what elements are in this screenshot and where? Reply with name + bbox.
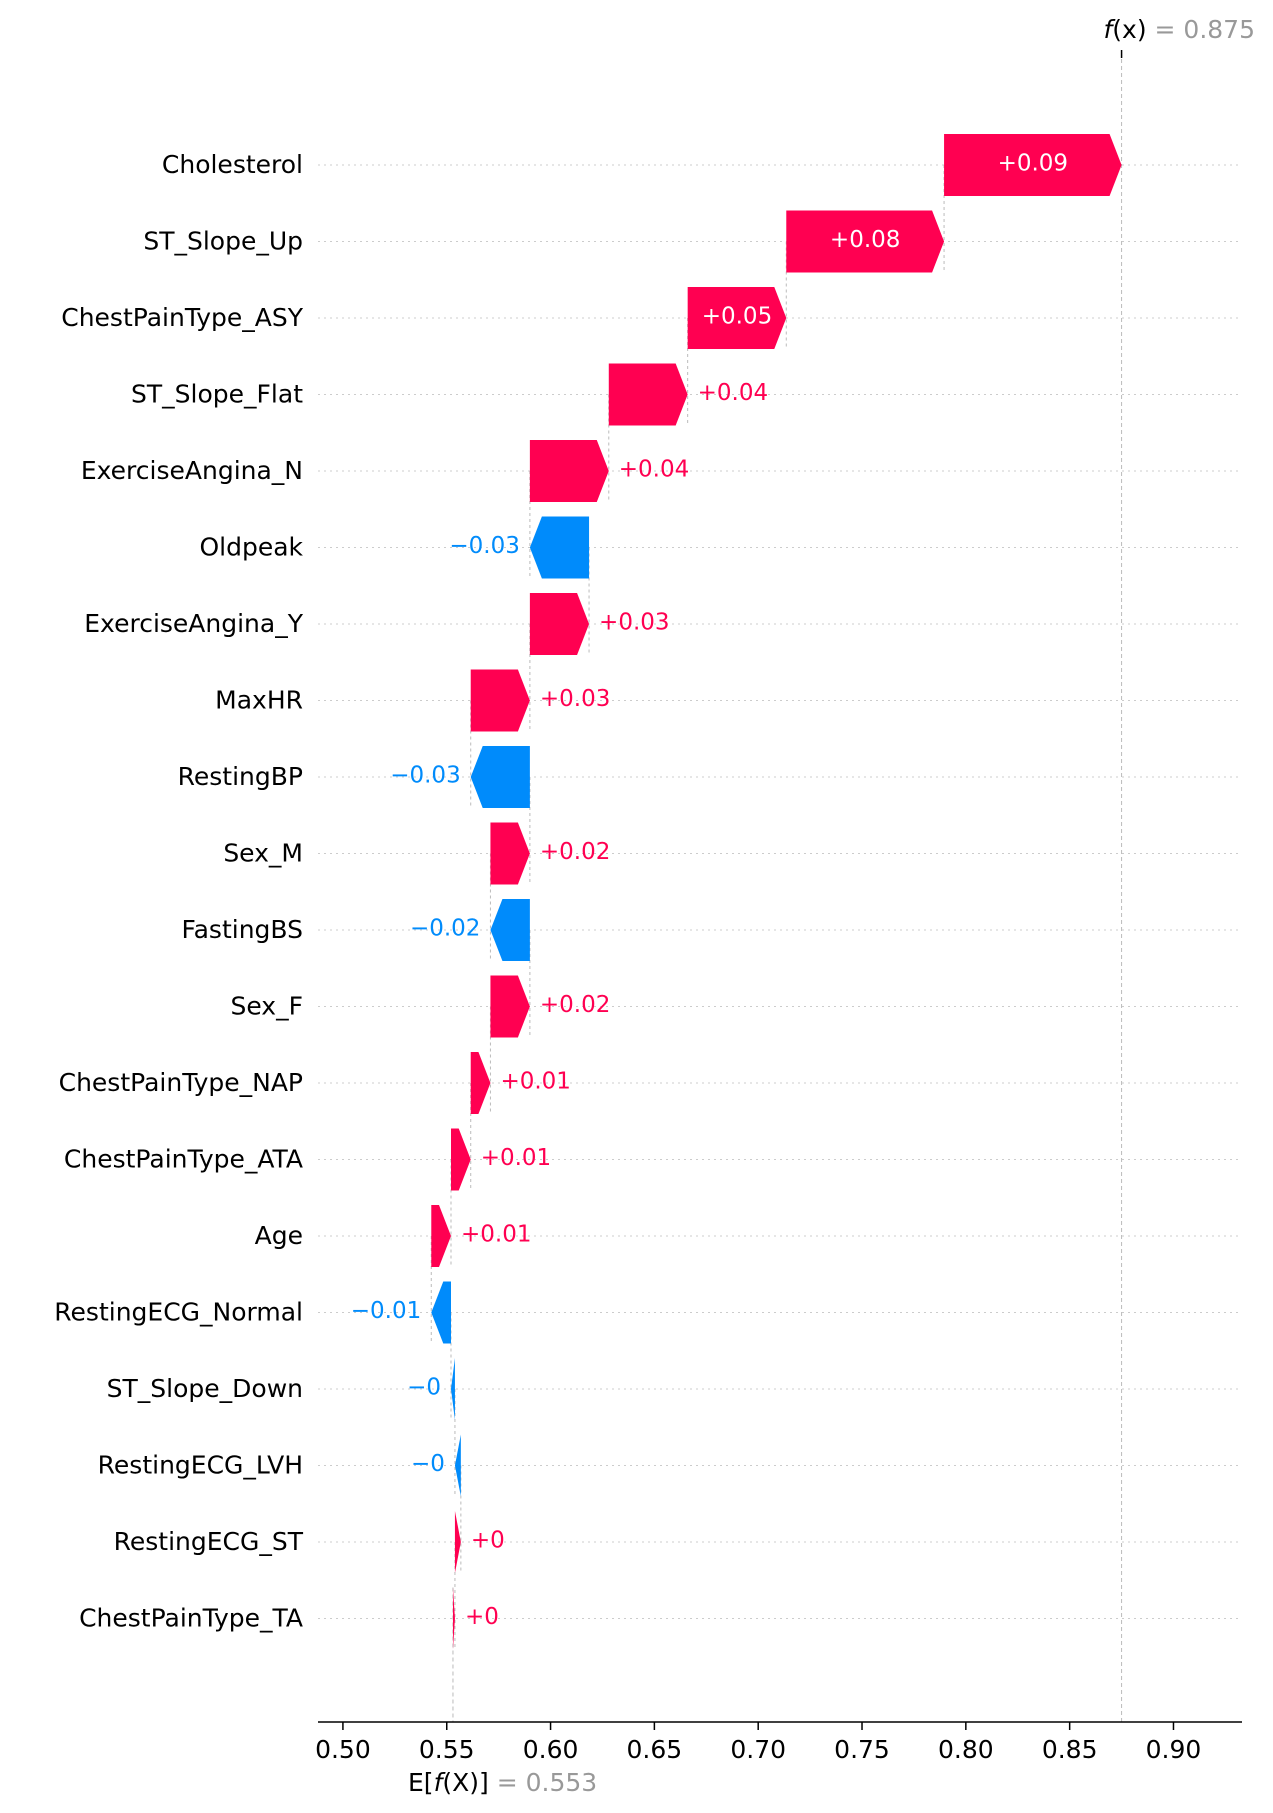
value-label-ChestPainType_ASY: +0.05 [702, 304, 772, 330]
x-tick-label: 0.65 [627, 1735, 683, 1764]
value-label-ST_Slope_Flat: +0.04 [698, 380, 768, 406]
value-label-ST_Slope_Up: +0.08 [830, 227, 900, 253]
efx-arg: (X) [442, 1768, 479, 1797]
bar-Sex_M [490, 822, 530, 885]
bar-RestingECG_LVH [454, 1434, 461, 1497]
base-value-annotation: E[f(X)] = 0.553 [408, 1768, 597, 1797]
feature-label-ChestPainType_NAP: ChestPainType_NAP [59, 1068, 303, 1097]
feature-labels: +0.09 Cholesterol +0.08 ST_Slope_Up +0.05 Che… [54, 150, 1068, 1633]
fx-value: = 0.875 [1147, 15, 1255, 44]
bar-Oldpeak [529, 516, 590, 579]
bar-ExerciseAngina_Y [529, 593, 590, 655]
feature-label-ST_Slope_Down: ST_Slope_Down [107, 1374, 303, 1403]
bar-RestingBP [470, 746, 530, 808]
bar-ChestPainType_NAP [470, 1052, 491, 1114]
feature-label-MaxHR: MaxHR [215, 686, 303, 715]
feature-label-RestingECG_ST: RestingECG_ST [114, 1527, 304, 1556]
value-label-RestingECG_Normal: −0.01 [351, 1298, 421, 1324]
bar-ST_Slope_Down [450, 1358, 455, 1420]
bar-Age [431, 1205, 451, 1267]
x-tick-label: 0.75 [834, 1735, 890, 1764]
value-label-Sex_M: +0.02 [540, 839, 610, 865]
x-tick-label: 0.70 [730, 1735, 786, 1764]
waterfall-bars [431, 134, 1122, 1650]
value-label-RestingECG_LVH: −0 [411, 1451, 445, 1477]
feature-label-ST_Slope_Up: ST_Slope_Up [143, 227, 303, 256]
fx-arg: (x) [1112, 15, 1146, 44]
value-label-ST_Slope_Down: −0 [407, 1375, 441, 1401]
feature-label-FastingBS: FastingBS [182, 915, 303, 944]
x-axis: 0.50 0.55 0.60 0.65 0.70 0.75 0.80 0.85 0.90 [315, 1721, 1242, 1764]
grid-lines [318, 164, 1242, 1619]
bar-Sex_F [490, 975, 530, 1038]
value-label-ExerciseAngina_Y: +0.03 [599, 610, 669, 636]
feature-label-ChestPainType_ASY: ChestPainType_ASY [61, 303, 303, 332]
efx-value: = 0.553 [489, 1768, 597, 1797]
bar-FastingBS [490, 899, 530, 961]
feature-label-RestingBP: RestingBP [178, 762, 303, 791]
feature-label-Sex_F: Sex_F [231, 992, 304, 1021]
feature-label-ExerciseAngina_Y: ExerciseAngina_Y [84, 609, 303, 638]
x-tick-label: 0.50 [315, 1735, 371, 1764]
feature-label-RestingECG_LVH: RestingECG_LVH [98, 1451, 303, 1480]
feature-label-ChestPainType_TA: ChestPainType_TA [79, 1604, 303, 1633]
bar-Cholesterol [944, 134, 1122, 196]
bar-ST_Slope_Flat [608, 363, 688, 426]
value-label-MaxHR: +0.03 [540, 686, 610, 712]
value-label-RestingECG_ST: +0 [471, 1528, 505, 1554]
value-label-ChestPainType_ATA: +0.01 [481, 1145, 551, 1171]
feature-label-Sex_M: Sex_M [223, 839, 303, 868]
bar-RestingECG_Normal [431, 1281, 451, 1344]
output-value-annotation: f(x) = 0.875 [1103, 15, 1255, 44]
bar-ExerciseAngina_N [529, 440, 609, 502]
bar-ChestPainType_TA [452, 1587, 455, 1650]
value-label-Age: +0.01 [461, 1222, 531, 1248]
bar-ChestPainType_ATA [450, 1128, 471, 1191]
feature-label-Cholesterol: Cholesterol [162, 150, 303, 179]
x-tick-label: 0.90 [1146, 1735, 1202, 1764]
feature-label-RestingECG_Normal: RestingECG_Normal [54, 1298, 303, 1327]
value-label-ChestPainType_TA: +0 [465, 1604, 499, 1630]
feature-label-Age: Age [255, 1221, 303, 1250]
x-tick-label: 0.80 [938, 1735, 994, 1764]
value-label-FastingBS: −0.02 [410, 916, 480, 942]
feature-label-ChestPainType_ATA: ChestPainType_ATA [64, 1145, 303, 1174]
value-label-ExerciseAngina_N: +0.04 [619, 457, 689, 483]
bar-ChestPainType_ASY [687, 287, 787, 349]
efx-suffix: ] [479, 1768, 489, 1797]
feature-label-ExerciseAngina_N: ExerciseAngina_N [81, 456, 303, 485]
x-tick-label: 0.85 [1042, 1735, 1098, 1764]
value-label-RestingBP: −0.03 [390, 763, 460, 789]
feature-label-Oldpeak: Oldpeak [199, 533, 303, 562]
efx-prefix: E[ [408, 1768, 434, 1797]
value-label-ChestPainType_NAP: +0.01 [500, 1069, 570, 1095]
bar-ST_Slope_Up [786, 210, 945, 273]
value-label-Sex_F: +0.02 [540, 992, 610, 1018]
value-label-Cholesterol: +0.09 [998, 151, 1068, 177]
value-label-Oldpeak: −0.03 [449, 533, 519, 559]
feature-label-ST_Slope_Flat: ST_Slope_Flat [131, 380, 303, 409]
bar-MaxHR [470, 669, 530, 732]
x-tick-label: 0.60 [523, 1735, 579, 1764]
x-tick-label: 0.55 [419, 1735, 475, 1764]
bar-RestingECG_ST [454, 1511, 461, 1573]
